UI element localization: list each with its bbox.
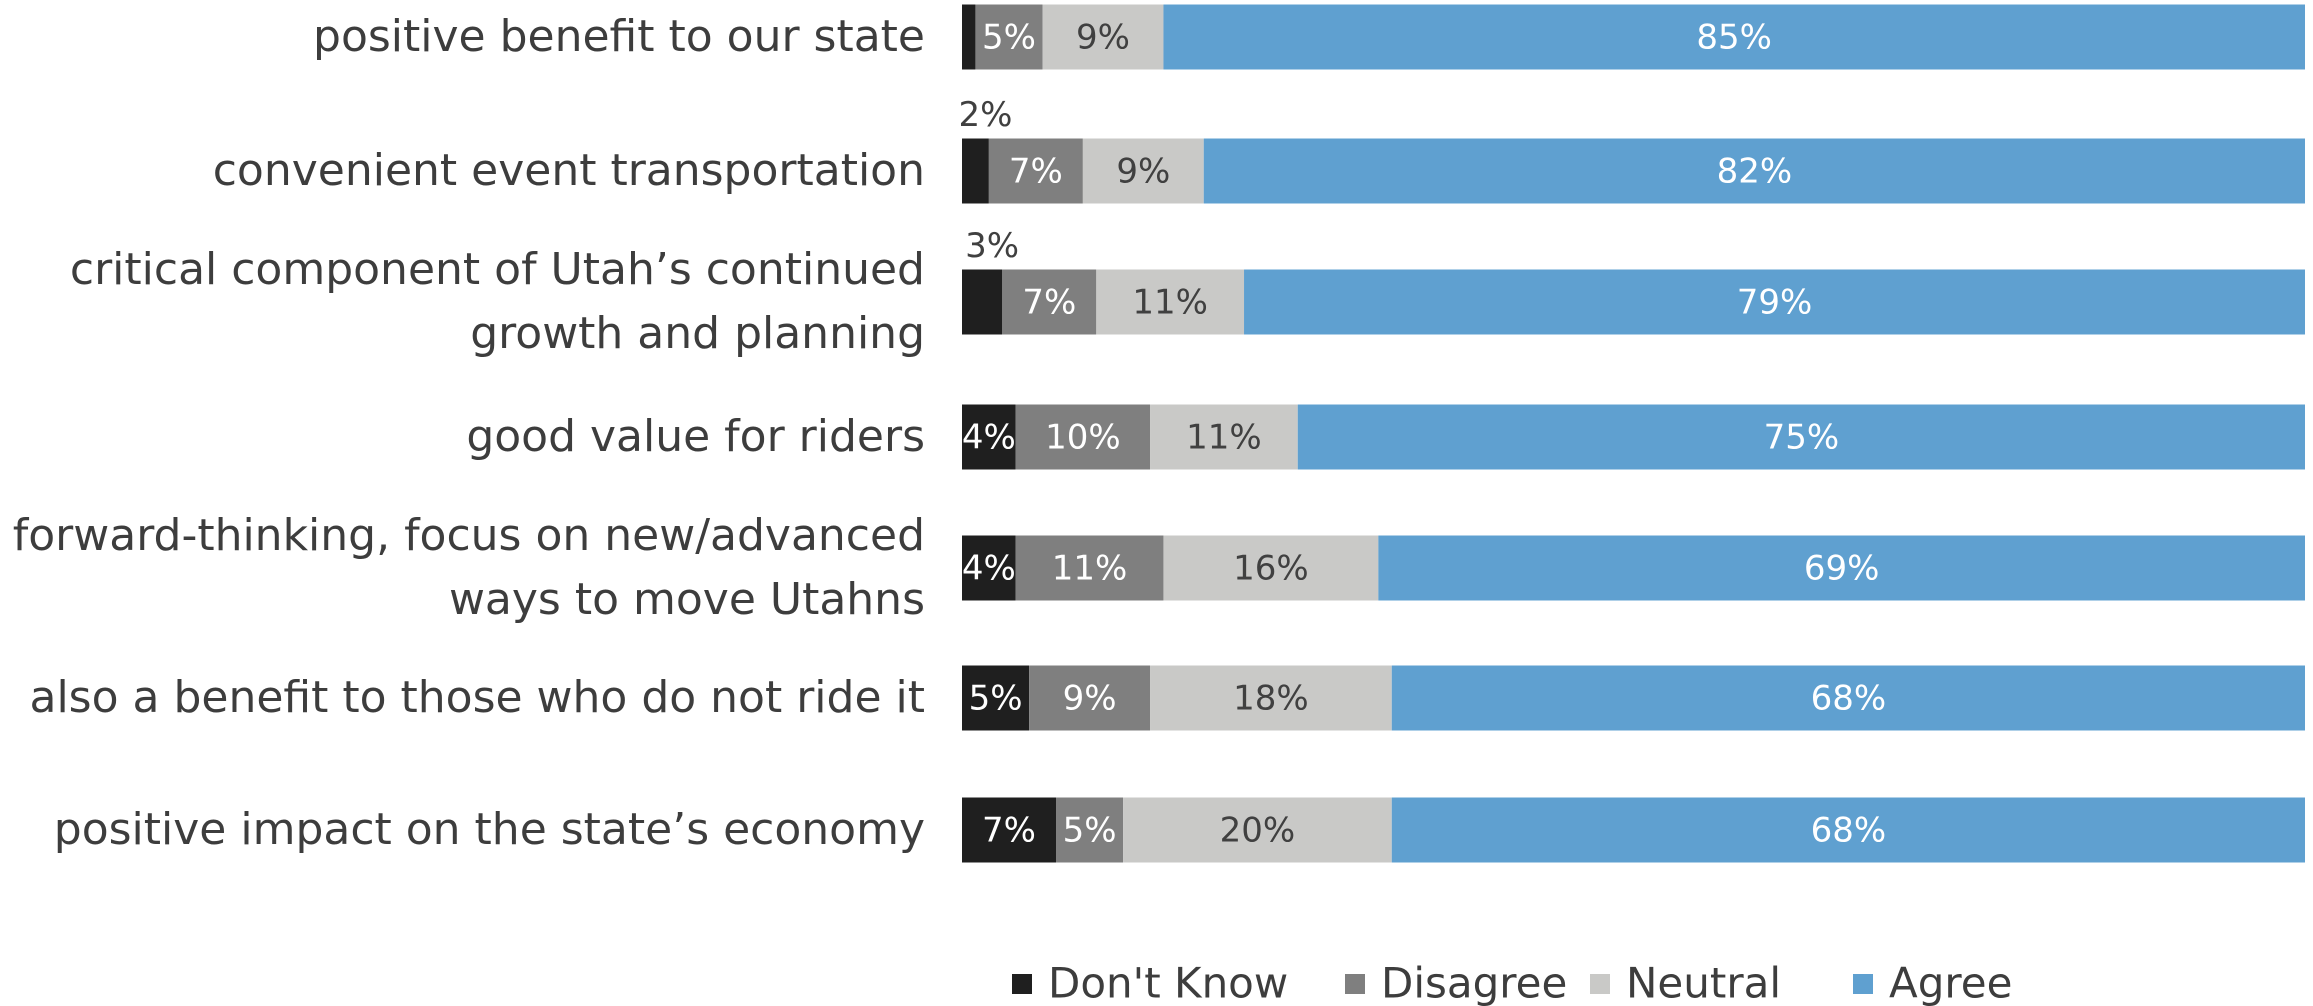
value-label: 85% <box>1696 18 1772 58</box>
bar-segment <box>1244 269 2305 335</box>
value-label: 5% <box>982 18 1036 58</box>
legend-label: Agree <box>1889 959 2012 1006</box>
value-label: 7% <box>1009 152 1063 192</box>
value-label: 4% <box>962 418 1016 458</box>
category-label: good value for riders <box>466 411 925 462</box>
bar-segment <box>1391 665 2305 731</box>
legend-swatch <box>1853 974 1873 994</box>
value-label: 20% <box>1220 811 1296 851</box>
value-label: 11% <box>1052 549 1128 589</box>
bar-segment <box>962 4 976 70</box>
bar-segment <box>1163 4 2305 70</box>
value-label: 7% <box>1022 283 1076 323</box>
bar-segment <box>1203 138 2305 204</box>
bar-segment <box>962 797 1057 863</box>
value-label: 69% <box>1804 549 1880 589</box>
value-label: 16% <box>1233 549 1309 589</box>
bar-segment <box>1029 665 1151 731</box>
value-label: 7% <box>982 811 1036 851</box>
category-label: forward-thinking, focus on new/advanced … <box>12 510 925 625</box>
category-label: positive impact on the state’s economy <box>53 804 925 855</box>
value-label: 4% <box>962 549 1016 589</box>
value-label: 2% <box>958 95 1012 135</box>
value-label: 11% <box>1186 418 1262 458</box>
bar-segment <box>1015 535 1164 601</box>
value-label: 9% <box>1063 679 1117 719</box>
value-label: 5% <box>969 679 1023 719</box>
value-label: 18% <box>1233 679 1309 719</box>
value-label: 9% <box>1116 152 1170 192</box>
bar-segment <box>962 665 1030 731</box>
bar-segment <box>1002 269 1097 335</box>
bar-segment <box>1391 797 2305 863</box>
value-label: 68% <box>1811 679 1887 719</box>
bar-segment <box>1042 4 1164 70</box>
bar-segment <box>962 138 989 204</box>
bar-segment <box>1150 404 1298 470</box>
value-label: 3% <box>965 226 1019 266</box>
value-label: 68% <box>1811 811 1887 851</box>
bar-segment <box>962 535 1016 601</box>
category-label: convenient event transportation <box>212 145 925 196</box>
legend-swatch <box>1012 974 1032 994</box>
bar-segment <box>988 138 1083 204</box>
bar-segment <box>962 404 1016 470</box>
bar-segment <box>962 269 1003 335</box>
value-label: 9% <box>1076 18 1130 58</box>
category-label: also a benefit to those who do not ride … <box>29 672 925 723</box>
bar-segment <box>1082 138 1204 204</box>
category-label: positive benefit to our state <box>313 11 925 62</box>
bar-segment <box>1150 665 1392 731</box>
bar-segment <box>1163 535 1379 601</box>
value-label: 75% <box>1764 418 1840 458</box>
value-label: 10% <box>1045 418 1121 458</box>
legend-swatch <box>1345 974 1365 994</box>
bar-segment <box>1096 269 1245 335</box>
bar-segment <box>1015 404 1151 470</box>
legend-label: Disagree <box>1381 959 1567 1006</box>
bar-segment <box>1297 404 2305 470</box>
value-label: 79% <box>1737 283 1813 323</box>
bar-segment <box>1056 797 1124 863</box>
legend-label: Neutral <box>1626 959 1781 1006</box>
bar-segment <box>1123 797 1392 863</box>
legend-swatch <box>1590 974 1610 994</box>
bar-segment <box>1378 535 2305 601</box>
legend-label: Don't Know <box>1048 959 1288 1006</box>
bar-segment <box>975 4 1043 70</box>
value-label: 5% <box>1063 811 1117 851</box>
value-label: 82% <box>1717 152 1793 192</box>
category-label: critical component of Utah’s continued g… <box>69 244 925 359</box>
value-label: 11% <box>1132 283 1208 323</box>
